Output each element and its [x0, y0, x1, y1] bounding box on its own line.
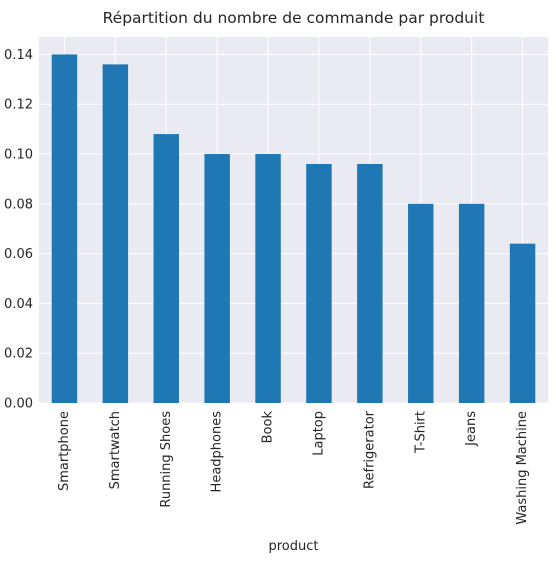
x-tick-label: Headphones [210, 411, 225, 493]
y-tick-label: 0.12 [4, 98, 33, 113]
x-axis-label: product [268, 539, 318, 554]
x-tick-label: Washing Machine [515, 411, 530, 525]
y-tick-label: 0.06 [4, 247, 33, 262]
x-tick-label: T-Shirt [413, 411, 428, 454]
y-tick-label: 0.02 [4, 347, 33, 362]
y-tick-label: 0.08 [4, 197, 33, 212]
chart-title: Répartition du nombre de commande par pr… [103, 9, 485, 27]
bar-washing-machine [509, 243, 536, 403]
bar-t-shirt [408, 203, 434, 403]
x-tick-label: Refrigerator [362, 410, 377, 489]
bar-refrigerator [357, 163, 383, 403]
x-tick-label: Book [261, 411, 276, 444]
bar-smartwatch [102, 64, 129, 403]
bars [51, 54, 536, 404]
y-tick-labels: 0.00 0.02 0.04 0.06 0.08 0.10 0.12 0.14 [4, 48, 33, 412]
y-tick-label: 0.04 [4, 297, 33, 312]
bar-laptop [306, 163, 332, 403]
x-tick-label: Smartwatch [108, 411, 123, 489]
bar-jeans [458, 203, 485, 403]
y-tick-label: 0.14 [4, 48, 33, 63]
y-tick-label: 0.10 [4, 148, 33, 163]
bar-headphones [204, 154, 230, 403]
x-tick-label: Running Shoes [159, 411, 174, 508]
y-tick-label: 0.00 [4, 397, 33, 412]
bar-book [255, 154, 281, 403]
x-tick-labels: Smartphone Smartwatch Running Shoes Headpho… [57, 410, 530, 524]
x-tick-label: Smartphone [57, 411, 72, 491]
bar-smartphone [51, 54, 78, 404]
x-tick-label: Laptop [311, 411, 326, 456]
bar-running-shoes [153, 134, 179, 403]
x-tick-label: Jeans [464, 411, 479, 447]
